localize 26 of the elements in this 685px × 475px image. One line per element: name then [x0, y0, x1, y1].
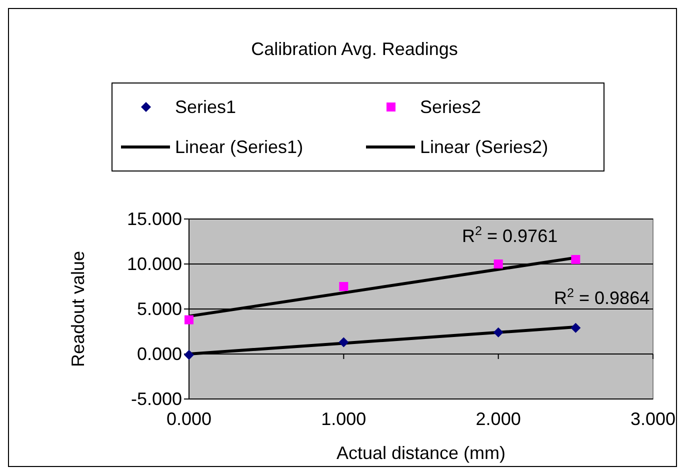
y-tick-label: 10.000 — [126, 254, 182, 274]
legend-label: Series2 — [420, 97, 482, 117]
point — [571, 255, 580, 264]
legend-label: Series1 — [175, 97, 236, 117]
chart-title: Calibration Avg. Readings — [251, 39, 458, 59]
y-tick-label: 0.000 — [136, 344, 182, 364]
point — [339, 282, 348, 291]
legend-label: Linear (Series2) — [420, 137, 548, 157]
x-axis-title: Actual distance (mm) — [336, 443, 506, 463]
x-tick-label: 3.000 — [630, 409, 676, 429]
annotation: R$^{2}$ = 0.9761 — [462, 224, 558, 246]
legend-label: Linear (Series1) — [175, 137, 304, 157]
point — [493, 327, 504, 338]
x-tick-label: 1.000 — [321, 409, 366, 429]
point — [494, 260, 503, 268]
point — [338, 337, 349, 348]
y-axis-title: Readout value — [68, 250, 88, 368]
x-tick-label: 0.000 — [166, 409, 212, 429]
annotation: R$^{2}$ = 0.9864 — [554, 286, 650, 308]
point — [570, 322, 581, 333]
point — [184, 315, 194, 324]
y-tick-label: 5.000 — [136, 299, 182, 319]
y-tick-label: -5.000 — [130, 389, 182, 409]
x-tick-label: 2.000 — [476, 409, 521, 429]
y-tick-label: 15.000 — [126, 209, 182, 229]
point — [184, 350, 194, 360]
